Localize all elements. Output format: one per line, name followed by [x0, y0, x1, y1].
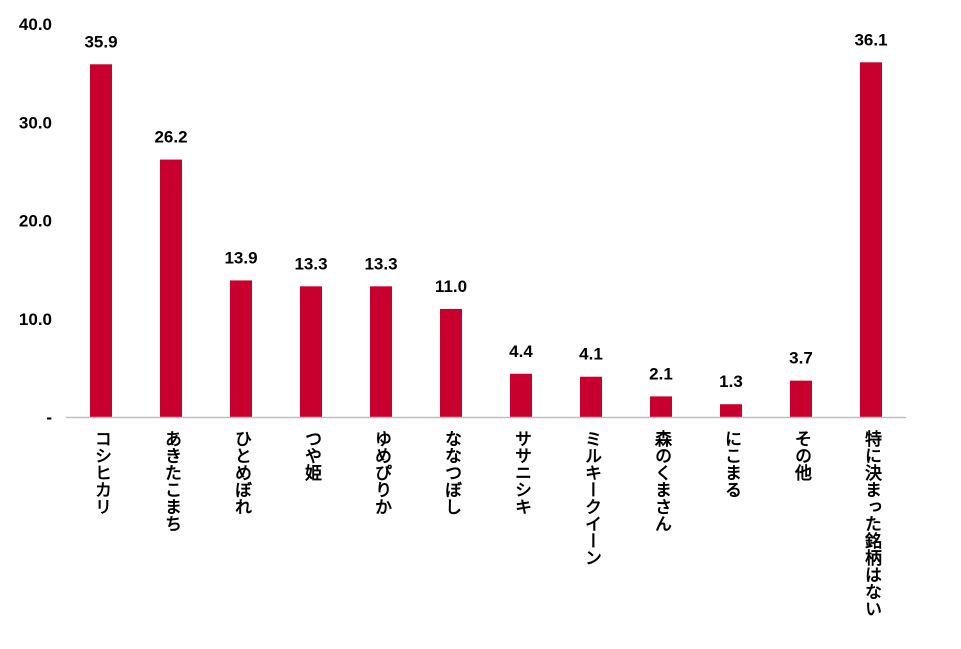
bar — [230, 280, 252, 417]
bar — [300, 286, 322, 417]
y-tick-label: 40.0 — [19, 15, 52, 34]
category-label: その他 — [791, 430, 813, 481]
bar — [440, 308, 462, 417]
category-labels: コシヒカリ あきたこまち ひとめぼれ つや姫 ゆめぴりか ななつぼし ササニシキ ミルキークイ… — [91, 429, 882, 617]
data-label: 4.1 — [579, 345, 603, 364]
data-label: 13.9 — [224, 248, 257, 267]
data-label: 3.7 — [789, 349, 813, 368]
data-label: 26.2 — [154, 128, 187, 147]
data-label: 13.3 — [294, 254, 327, 273]
y-tick-label: 10.0 — [19, 310, 52, 329]
category-label: ひとめぼれ — [231, 430, 252, 515]
category-label: ミルキークイーン — [581, 430, 602, 566]
bar — [510, 373, 532, 417]
bar — [580, 376, 602, 417]
y-tick-label: 20.0 — [19, 212, 52, 231]
y-tick-label: 30.0 — [19, 113, 52, 132]
bar — [860, 62, 882, 417]
category-label: コシヒカリ — [91, 430, 111, 515]
bar — [160, 159, 182, 417]
bar — [90, 64, 112, 417]
bar — [720, 404, 742, 417]
bar — [650, 396, 672, 417]
category-label: 特に決まった銘柄はない — [861, 429, 882, 617]
data-labels: 35.9 26.2 13.9 13.3 13.3 11.0 4.4 4.1 2.1 1.3 3.7 3… — [84, 30, 887, 391]
category-label: ななつぼし — [441, 430, 461, 515]
category-label: にこまる — [721, 430, 741, 498]
bar — [790, 380, 812, 417]
category-label: つや姫 — [301, 430, 322, 482]
y-tick-label: - — [46, 408, 52, 427]
data-label: 11.0 — [435, 277, 467, 296]
category-label: ゆめぴりか — [371, 430, 391, 515]
category-label: ササニシキ — [511, 430, 531, 515]
category-label: 森のくまさん — [651, 429, 672, 532]
data-label: 2.1 — [649, 364, 673, 383]
data-label: 35.9 — [84, 32, 117, 51]
data-label: 36.1 — [854, 30, 887, 49]
data-label: 13.3 — [364, 254, 397, 273]
y-axis-ticks: - 10.0 20.0 30.0 40.0 — [19, 15, 52, 427]
bars — [90, 62, 882, 417]
data-label: 4.4 — [509, 342, 533, 361]
bar — [370, 286, 392, 417]
data-label: 1.3 — [719, 372, 743, 391]
category-label: あきたこまち — [161, 430, 181, 532]
